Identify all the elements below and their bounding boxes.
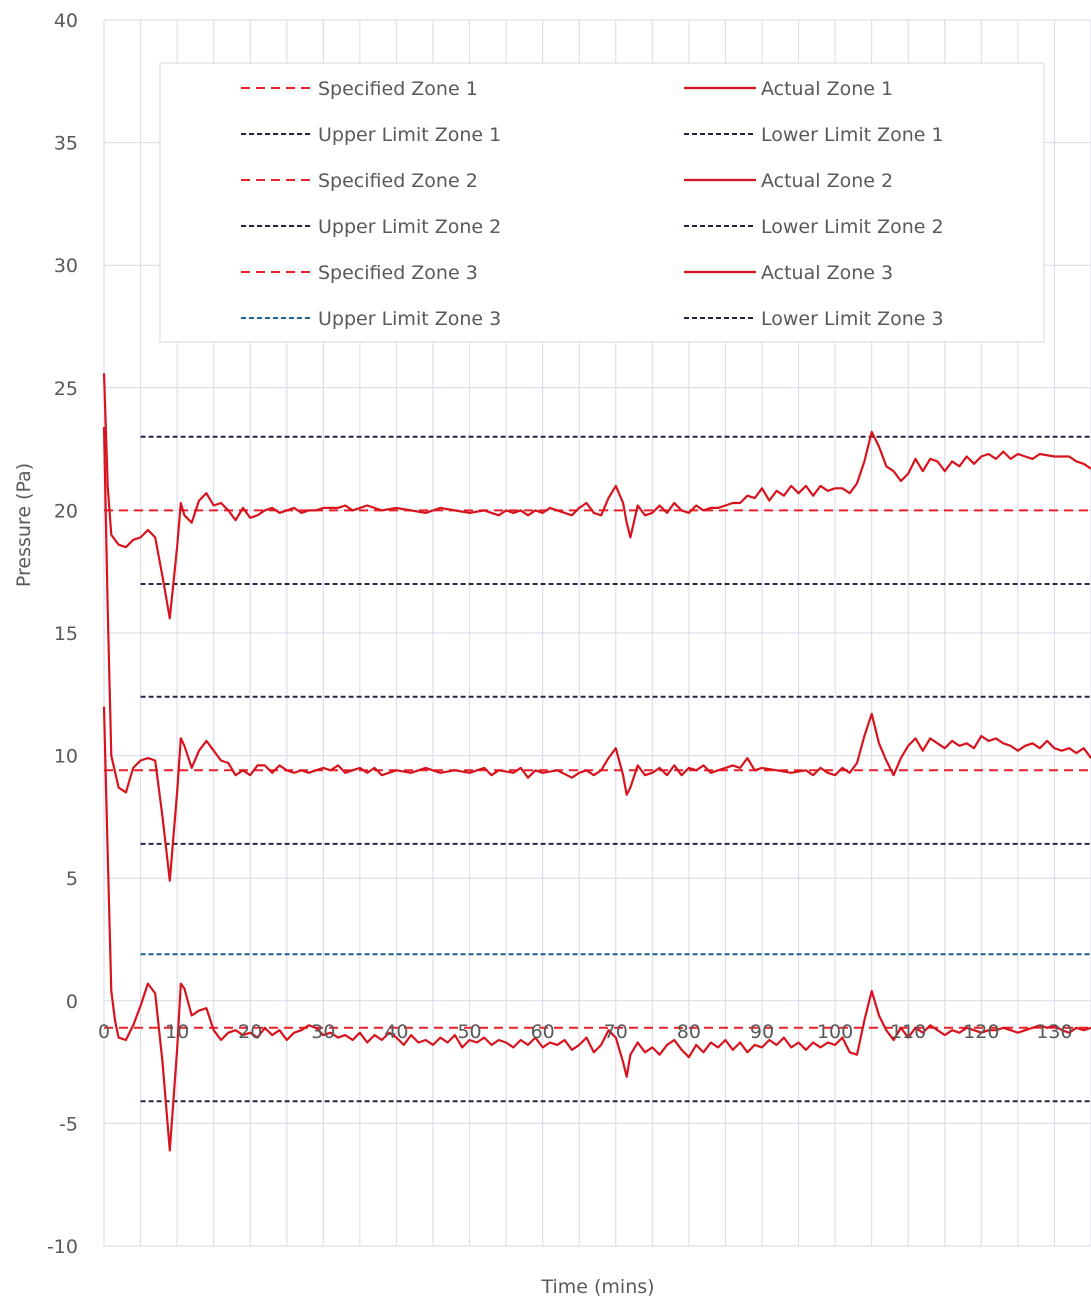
x-tick-label: 30 bbox=[311, 1021, 335, 1043]
legend-label: Upper Limit Zone 3 bbox=[318, 308, 501, 330]
x-tick-label: 110 bbox=[890, 1021, 926, 1043]
x-tick-label: 90 bbox=[750, 1021, 774, 1043]
series-layer bbox=[102, 373, 1091, 1152]
legend-label: Specified Zone 2 bbox=[318, 170, 478, 192]
legend-label: Specified Zone 1 bbox=[318, 78, 478, 100]
series-actual-zone-1 bbox=[102, 373, 1091, 620]
x-tick-label: 20 bbox=[238, 1021, 262, 1043]
x-tick-label: 130 bbox=[1036, 1021, 1072, 1043]
x-axis-title: Time (mins) bbox=[540, 1276, 654, 1298]
x-tick-label: 0 bbox=[98, 1021, 110, 1043]
y-tick-label: 5 bbox=[66, 868, 78, 890]
series-actual-zone-2 bbox=[102, 426, 1091, 882]
x-tick-label: 80 bbox=[677, 1021, 701, 1043]
legend-label: Lower Limit Zone 3 bbox=[761, 308, 944, 330]
x-tick-label: 120 bbox=[963, 1021, 999, 1043]
x-tick-label: 40 bbox=[384, 1021, 408, 1043]
x-tick-label: 50 bbox=[457, 1021, 481, 1043]
x-tick-labels: 0 10 20 30 40 50 60 70 80 90 100 110 120 130 bbox=[98, 1021, 1073, 1043]
x-tick-label: 70 bbox=[604, 1021, 628, 1043]
legend-label: Upper Limit Zone 2 bbox=[318, 216, 501, 238]
legend-label: Lower Limit Zone 2 bbox=[761, 216, 944, 238]
legend-label: Actual Zone 1 bbox=[761, 78, 893, 100]
y-tick-label: -5 bbox=[59, 1113, 78, 1135]
legend: Specified Zone 1 Actual Zone 1 Upper Limit… bbox=[159, 62, 1045, 343]
y-tick-label: 35 bbox=[54, 133, 78, 155]
x-tick-label: 100 bbox=[817, 1021, 853, 1043]
x-tick-label: 60 bbox=[531, 1021, 555, 1043]
x-tick-label: 10 bbox=[165, 1021, 189, 1043]
y-tick-label: 20 bbox=[54, 500, 78, 522]
y-tick-labels: -10 -5 0 5 10 15 20 25 30 35 40 bbox=[47, 10, 78, 1258]
legend-label: Specified Zone 3 bbox=[318, 262, 478, 284]
legend-label: Upper Limit Zone 1 bbox=[318, 124, 501, 146]
legend-box bbox=[159, 62, 1045, 343]
y-tick-label: 15 bbox=[54, 623, 78, 645]
y-axis-title: Pressure (Pa) bbox=[13, 463, 35, 587]
legend-label: Actual Zone 3 bbox=[761, 262, 893, 284]
legend-label: Actual Zone 2 bbox=[761, 170, 893, 192]
y-tick-label: 10 bbox=[54, 746, 78, 768]
series-actual-zone-3 bbox=[102, 706, 1091, 1152]
y-tick-label: 0 bbox=[66, 991, 78, 1013]
y-tick-label: 40 bbox=[54, 10, 78, 32]
y-tick-label: -10 bbox=[47, 1236, 78, 1258]
legend-label: Lower Limit Zone 1 bbox=[761, 124, 944, 146]
y-tick-label: 25 bbox=[54, 378, 78, 400]
y-tick-label: 30 bbox=[54, 255, 78, 277]
